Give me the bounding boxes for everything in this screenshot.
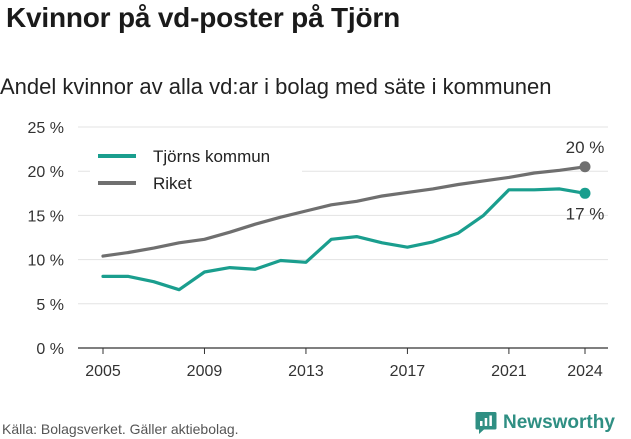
brand-name: Newsworthy <box>503 412 615 433</box>
series-end-point-1 <box>579 161 591 173</box>
series-line-1 <box>101 165 587 258</box>
y-tick-label: 15 % <box>28 208 64 225</box>
brand-logo-group: Newsworthy <box>475 409 615 437</box>
x-tick-label: 2005 <box>85 363 121 380</box>
y-tick-label: 25 % <box>28 120 64 137</box>
chart-subtitle: Andel kvinnor av alla vd:ar i bolag med … <box>0 74 552 99</box>
y-tick-label: 10 % <box>28 253 64 270</box>
bar-chart-speech-bubble-icon <box>475 412 497 434</box>
y-tick-label: 5 % <box>36 297 64 314</box>
legend-label-0: Tjörns kommun <box>153 147 270 166</box>
legend-label-1: Riket <box>153 174 192 193</box>
legend-background <box>90 140 302 198</box>
x-tick-label: 2021 <box>491 363 527 380</box>
x-tick-label: 2017 <box>390 363 426 380</box>
y-tick-label: 0 % <box>36 341 64 358</box>
series-end-point-0 <box>579 187 591 199</box>
end-value-label-0: 17 % <box>566 204 605 223</box>
page-title: Kvinnor på vd-poster på Tjörn <box>6 2 401 33</box>
series-line-0 <box>101 187 587 292</box>
end-value-label-1: 20 % <box>566 138 605 157</box>
y-tick-label: 20 % <box>28 164 64 181</box>
y-axis-ticks: 0 % 5 % 10 % 15 % 20 % 25 % <box>28 120 64 358</box>
x-axis-ticks: 2005 2009 2013 2017 2021 2024 <box>85 348 603 380</box>
source-note: Källa: Bolagsverket. Gäller aktiebolag. <box>2 421 239 437</box>
legend: Tjörns kommun Riket <box>90 140 302 198</box>
end-labels: 17 % 20 % <box>566 138 605 224</box>
x-tick-label: 2009 <box>187 363 223 380</box>
x-tick-label: 2013 <box>288 363 324 380</box>
x-tick-label: 2024 <box>567 363 603 380</box>
series-lines <box>101 161 591 292</box>
